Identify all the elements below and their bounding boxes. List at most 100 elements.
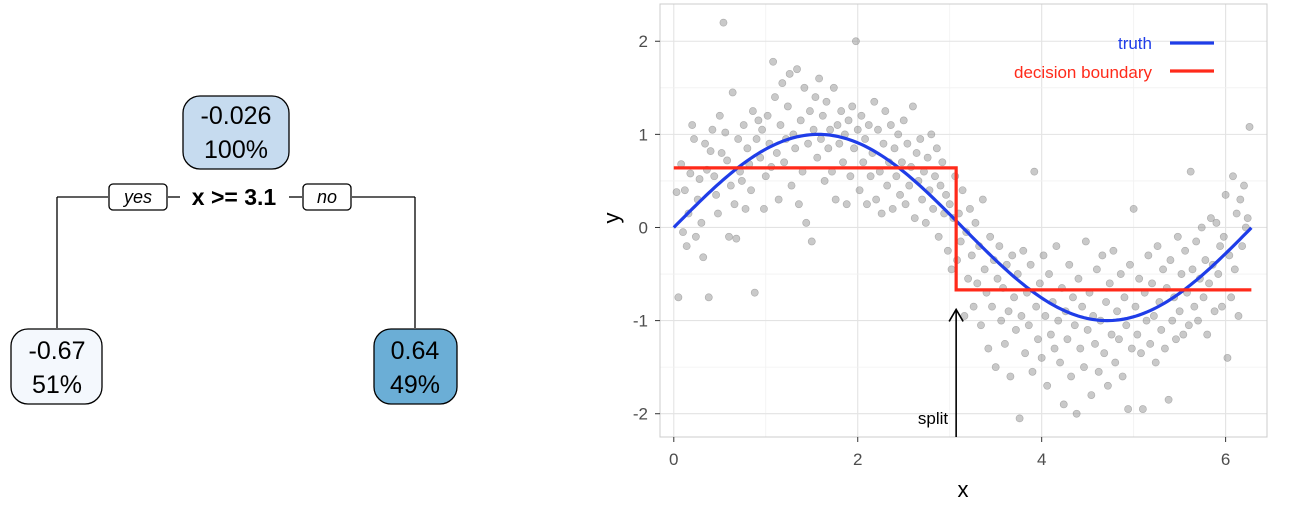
- data-point: [704, 293, 713, 302]
- data-point: [758, 125, 766, 134]
- data-point: [1081, 237, 1090, 246]
- truth-curve: [672, 132, 1253, 323]
- data-point: [1221, 190, 1230, 199]
- data-point: [1223, 353, 1232, 362]
- data-point: [780, 158, 789, 167]
- data-point: [785, 69, 794, 78]
- data-point: [1227, 293, 1236, 302]
- data-point: [743, 144, 752, 153]
- data-point: [771, 93, 779, 102]
- data-point: [1105, 279, 1114, 288]
- data-point: [796, 116, 805, 125]
- data-point: [1028, 367, 1037, 376]
- data-point: [943, 246, 952, 255]
- data-point: [778, 79, 787, 88]
- data-point: [763, 111, 772, 120]
- data-point: [1146, 339, 1155, 348]
- data-point: [817, 135, 825, 143]
- data-point: [794, 200, 803, 209]
- data-point: [851, 37, 860, 46]
- data-point: [892, 172, 901, 181]
- data-point: [739, 121, 748, 129]
- tree-split-rule: x >= 3.1: [192, 184, 277, 210]
- data-point: [1070, 321, 1079, 330]
- data-point: [1199, 293, 1208, 302]
- data-point: [839, 158, 847, 167]
- data-point: [909, 102, 917, 111]
- data-point: [1026, 260, 1035, 269]
- data-point: [910, 214, 919, 223]
- data-point: [931, 172, 939, 181]
- y-axis-ticks: -2 -1 0 1 2: [633, 32, 660, 424]
- data-point: [977, 321, 985, 330]
- data-point: [1094, 367, 1103, 376]
- data-point: [1113, 307, 1121, 316]
- data-point: [682, 242, 691, 251]
- data-point: [695, 175, 704, 183]
- y-tick-label: -1: [633, 312, 648, 331]
- data-point: [934, 232, 943, 241]
- data-point: [1126, 260, 1134, 269]
- data-point: [726, 181, 735, 190]
- data-point: [1010, 293, 1018, 302]
- data-point: [783, 102, 792, 111]
- data-point: [1107, 330, 1116, 339]
- data-point: [942, 190, 950, 199]
- data-point: [1234, 312, 1243, 320]
- data-point: [938, 158, 947, 167]
- data-point: [701, 139, 709, 148]
- data-point: [822, 97, 831, 106]
- data-point: [1240, 181, 1248, 190]
- data-point: [1037, 353, 1046, 362]
- data-point: [1201, 256, 1210, 264]
- data-point: [1173, 232, 1182, 241]
- data-point: [1175, 307, 1184, 316]
- data-point: [750, 288, 759, 297]
- data-point: [787, 181, 796, 190]
- data-point: [921, 218, 930, 227]
- data-point: [1179, 330, 1188, 339]
- x-axis-ticks: 0 2 4 6: [669, 437, 1230, 469]
- data-point: [791, 144, 800, 153]
- data-point: [997, 316, 1006, 325]
- data-point: [966, 204, 974, 213]
- data-point: [761, 172, 770, 181]
- data-point: [1230, 265, 1239, 274]
- data-point: [802, 218, 811, 227]
- data-point: [1019, 246, 1028, 255]
- data-point: [686, 169, 695, 178]
- x-tick-label: 0: [669, 450, 678, 469]
- data-point: [1203, 330, 1212, 339]
- data-point: [872, 195, 881, 204]
- data-point: [1157, 326, 1166, 334]
- y-tick-label: 1: [639, 125, 648, 144]
- data-point: [890, 144, 899, 153]
- data-point: [1210, 307, 1219, 316]
- data-point: [1043, 381, 1052, 390]
- data-point: [1045, 270, 1053, 278]
- data-point: [818, 111, 827, 120]
- tree-root-node: [182, 95, 290, 170]
- data-point: [1148, 279, 1156, 288]
- data-point: [774, 195, 783, 204]
- tree-right-percent: 49%: [390, 371, 440, 399]
- data-point: [1219, 232, 1228, 241]
- data-point: [697, 218, 706, 227]
- data-point: [1115, 335, 1123, 344]
- data-point: [820, 177, 829, 185]
- data-point: [1135, 274, 1144, 283]
- data-point: [806, 107, 814, 115]
- data-point: [1017, 312, 1026, 320]
- data-point: [1046, 330, 1055, 339]
- data-point: [881, 107, 890, 115]
- data-point: [1232, 209, 1241, 218]
- data-point: [857, 111, 866, 120]
- data-point: [1190, 302, 1199, 311]
- data-point: [680, 186, 689, 195]
- data-point: [674, 293, 683, 302]
- data-point: [672, 188, 681, 196]
- data-point: [710, 172, 719, 181]
- data-point: [894, 130, 903, 139]
- data-point: [826, 125, 835, 134]
- data-point: [936, 181, 945, 190]
